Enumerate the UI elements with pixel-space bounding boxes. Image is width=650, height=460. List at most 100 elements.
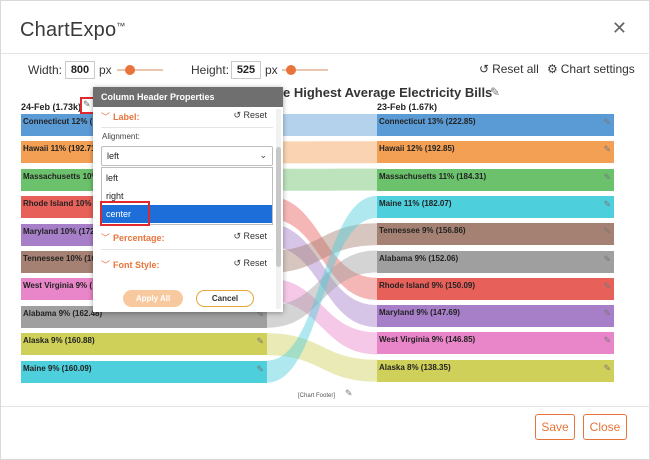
chart-title[interactable]: e Highest Average Electricity Bills: [283, 85, 493, 100]
close-button[interactable]: Close: [583, 414, 627, 440]
undo-icon: ↺: [233, 231, 244, 241]
right-node[interactable]: Maryland 9% (147.69) ✎: [377, 305, 614, 328]
right-node-label: Maryland 9% (147.69): [379, 308, 460, 318]
right-column-header[interactable]: 23-Feb (1.67k): [377, 102, 438, 112]
chevron-down-icon: ﹀: [101, 233, 111, 243]
right-node-label: Rhode Island 9% (150.09): [379, 280, 476, 290]
left-node-label: Massachusetts 10%: [23, 171, 99, 181]
edit-pencil-icon[interactable]: ✎: [603, 362, 611, 373]
left-node-label: Alabama 9% (162.48): [23, 308, 103, 318]
size-toolbar: Width: 800 px Height: 525 px ↺ Reset all …: [1, 53, 650, 83]
alignment-label: Alignment:: [102, 132, 140, 141]
column-header-properties-panel: Column Header Properties ﹀ Label: ↺ Reset…: [93, 87, 283, 312]
width-label: Width:: [28, 63, 63, 77]
alignment-dropdown: left right center: [101, 167, 273, 225]
edit-pencil-icon[interactable]: ✎: [603, 198, 611, 209]
sankey-link: [267, 196, 377, 300]
edit-pencil-icon[interactable]: ✎: [603, 335, 611, 346]
panel-title: Column Header Properties: [93, 87, 283, 107]
sankey-link: [267, 195, 377, 383]
right-node[interactable]: Alaska 8% (138.35) ✎: [377, 359, 614, 382]
label-reset-button[interactable]: ↺ Reset: [233, 110, 267, 120]
undo-icon: ↺: [233, 258, 244, 268]
apply-all-button[interactable]: Apply All: [123, 290, 183, 307]
chart-footer[interactable]: [Chart Footer]: [298, 393, 336, 399]
right-node-label: Alaska 8% (138.35): [379, 362, 451, 372]
right-node[interactable]: Maine 11% (182.07) ✎: [377, 195, 614, 218]
font-style-section[interactable]: ﹀ Font Style: ↺ Reset: [101, 258, 267, 270]
edit-pencil-icon[interactable]: ✎: [256, 308, 264, 319]
width-input[interactable]: 800: [65, 61, 95, 79]
right-node-label: Connecticut 13% (222.85): [379, 117, 476, 126]
sankey-link: [267, 333, 377, 382]
edit-pencil-icon[interactable]: ✎: [603, 117, 611, 127]
right-node-label: Alabama 9% (152.06): [379, 253, 459, 263]
option-right[interactable]: right: [106, 191, 124, 201]
right-node-label: Hawaii 12% (192.85): [379, 144, 455, 154]
height-label: Height:: [191, 63, 230, 77]
left-column-header[interactable]: 24-Feb (1.73k): [21, 102, 82, 112]
panel-scroll-thumb[interactable]: [276, 147, 281, 267]
sankey-link: [267, 114, 377, 136]
sankey-link: [267, 223, 377, 273]
sankey-link: [267, 141, 377, 164]
edit-pencil-icon[interactable]: ✎: [603, 171, 611, 182]
percentage-section[interactable]: ﹀ Percentage: ↺ Reset: [101, 231, 267, 243]
right-node[interactable]: West Virginia 9% (146.85) ✎: [377, 332, 614, 355]
edit-pencil-icon[interactable]: ✎: [603, 280, 611, 291]
edit-title-pencil-icon[interactable]: ✎: [490, 85, 501, 99]
edit-footer-pencil-icon[interactable]: ✎: [345, 388, 353, 398]
left-node-label: West Virginia 9% (: [23, 281, 93, 291]
left-node-label: Connecticut 12% (: [23, 117, 93, 126]
width-slider[interactable]: [117, 65, 163, 75]
sliders-icon: ⚙: [547, 62, 558, 76]
right-node[interactable]: Rhode Island 9% (150.09) ✎: [377, 277, 614, 300]
panel-scrollbar[interactable]: [276, 109, 281, 309]
right-node[interactable]: Alabama 9% (152.06) ✎: [377, 250, 614, 273]
option-center[interactable]: center: [102, 205, 272, 223]
percentage-reset-button[interactable]: ↺ Reset: [233, 231, 267, 241]
undo-icon: ↺: [479, 62, 490, 76]
close-icon[interactable]: ✕: [611, 18, 627, 38]
center-option-highlight: [100, 201, 150, 226]
undo-icon: ↺: [233, 110, 244, 120]
edit-pencil-icon[interactable]: ✎: [603, 253, 611, 264]
right-node[interactable]: Hawaii 12% (192.85) ✎: [377, 141, 614, 164]
edit-pencil-icon[interactable]: ✎: [603, 226, 611, 237]
width-slider-handle[interactable]: [125, 65, 135, 75]
option-left[interactable]: left: [106, 173, 119, 183]
cancel-button[interactable]: Cancel: [196, 290, 254, 307]
right-node[interactable]: Massachusetts 11% (184.31) ✎: [377, 168, 614, 191]
chart-settings-button[interactable]: ⚙ Chart settings: [547, 62, 635, 76]
left-node[interactable]: Alaska 9% (160.88) ✎: [21, 333, 267, 356]
right-node[interactable]: Connecticut 13% (222.85) ✎: [377, 114, 614, 136]
height-unit: px: [265, 63, 278, 77]
edit-pencil-icon[interactable]: ✎: [256, 336, 264, 347]
chevron-down-icon: ﹀: [101, 112, 111, 122]
label-section[interactable]: ﹀ Label: ↺ Reset: [101, 110, 267, 122]
sankey-link: [267, 168, 377, 191]
font-style-reset-button[interactable]: ↺ Reset: [233, 258, 267, 268]
save-button[interactable]: Save: [535, 414, 575, 440]
left-node[interactable]: Maine 9% (160.09) ✎: [21, 360, 267, 383]
left-node-label: Rhode Island 10% (: [23, 199, 97, 209]
right-node-label: Maine 11% (182.07): [379, 198, 452, 208]
height-slider-handle[interactable]: [286, 65, 296, 75]
edit-pencil-icon[interactable]: ✎: [603, 308, 611, 319]
left-node-label: Maine 9% (160.09): [23, 363, 92, 373]
edit-header-pencil-icon[interactable]: ✎: [83, 99, 91, 109]
left-node-label: Maryland 10% (172: [23, 226, 95, 236]
sankey-link: [267, 250, 377, 328]
footer-divider: [1, 406, 650, 407]
right-node[interactable]: Tennessee 9% (156.86) ✎: [377, 223, 614, 246]
height-slider[interactable]: [282, 65, 328, 75]
reset-all-button[interactable]: ↺ Reset all: [479, 62, 539, 76]
width-unit: px: [99, 63, 112, 77]
left-node-label: Alaska 9% (160.88): [23, 336, 95, 346]
height-input[interactable]: 525: [231, 61, 261, 79]
chevron-down-icon: ⌄: [259, 150, 267, 160]
edit-pencil-icon[interactable]: ✎: [603, 144, 611, 155]
alignment-select[interactable]: left ⌄: [101, 146, 273, 166]
edit-pencil-icon[interactable]: ✎: [256, 363, 264, 374]
